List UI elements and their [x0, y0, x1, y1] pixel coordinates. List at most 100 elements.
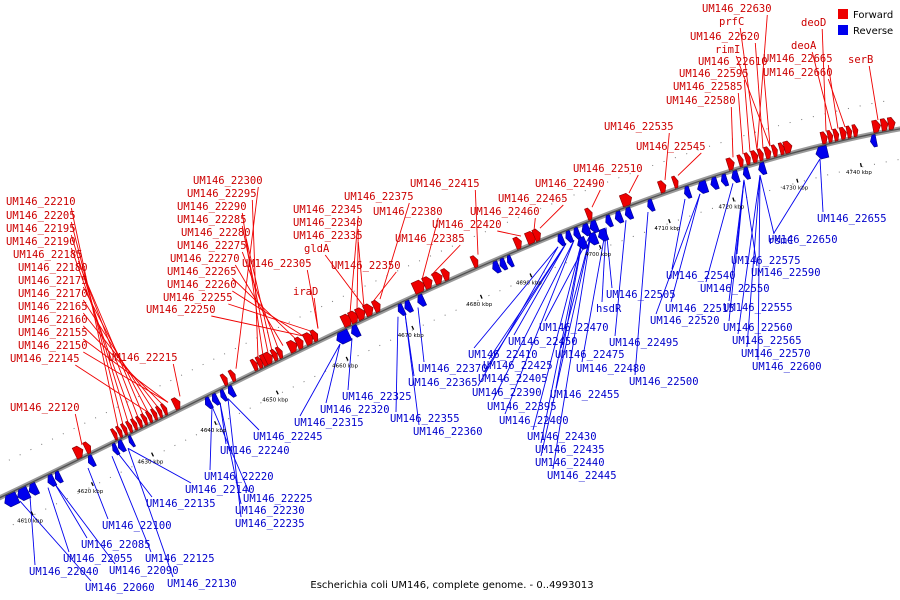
reverse-gene [28, 481, 41, 496]
forward-leader-line [232, 290, 304, 337]
forward-gene-label: UM146_22345 [293, 204, 363, 216]
reverse-gene-label: UM146_22550 [700, 283, 770, 295]
reverse-gene [204, 396, 214, 410]
scale-tick [796, 178, 799, 183]
reverse-gene [492, 260, 502, 274]
reverse-leader-line [325, 343, 341, 404]
scale-tick-label: 4740 kbp [846, 170, 872, 176]
reverse-leader-line [488, 243, 567, 360]
reverse-leader-line [477, 246, 559, 387]
reverse-gene [577, 236, 589, 250]
reverse-gene [111, 442, 121, 456]
forward-gene [370, 299, 381, 314]
forward-gene [671, 175, 679, 189]
reverse-gene-label: UM146_22130 [167, 578, 237, 590]
reverse-gene-label: UM146_22475 [555, 349, 625, 361]
forward-leader-line [539, 204, 564, 229]
forward-gene-label: UM146_22275 [177, 240, 247, 252]
forward-gene-label: UM146_22490 [535, 178, 605, 190]
legend: Forward Reverse [838, 9, 893, 37]
reverse-leader-line [347, 338, 353, 391]
forward-gene [826, 129, 834, 143]
scale-tick [859, 162, 863, 168]
forward-leader-line [735, 55, 771, 147]
forward-gene [129, 418, 139, 431]
forward-gene-label: UM146_22585 [673, 81, 743, 93]
reverse-gene-label: UM146_22445 [547, 470, 617, 482]
forward-leader-line [82, 299, 154, 411]
reverse-gene-label: UM146_22515 [665, 303, 735, 315]
forward-gene-label: UM146_22660 [763, 67, 833, 79]
reverse-gene-label: UM146_22655 [817, 213, 887, 225]
forward-gene-label: gldA [304, 243, 330, 255]
forward-gene [469, 255, 479, 269]
scale-tick [411, 325, 415, 330]
forward-leader-line [533, 217, 536, 231]
reverse-leader-line [670, 193, 701, 303]
reverse-gene [351, 324, 362, 338]
forward-gene-label: UM146_22580 [666, 95, 736, 107]
forward-gene-label: UM146_22290 [177, 201, 247, 213]
scale-tick-label: 4680 kbp [466, 302, 492, 308]
reverse-gene [227, 384, 237, 398]
forward-gene-label: UM146_22385 [395, 233, 465, 245]
forward-gene [262, 351, 273, 366]
scale-tick [732, 197, 735, 202]
reverse-gene-label: UM146_22560 [723, 322, 793, 334]
reverse-gene-label: UM146_22220 [204, 471, 274, 483]
forward-gene [144, 410, 154, 424]
forward-gene-label: UM146_22335 [293, 230, 363, 242]
reverse-gene-label: UM146_22360 [413, 426, 483, 438]
forward-gene [618, 192, 633, 208]
forward-leader-line [82, 312, 159, 408]
reverse-gene [710, 176, 720, 190]
scale-tick-label: 4690 kbp [516, 280, 542, 286]
reverse-gene [17, 485, 32, 502]
forward-gene-label: UM146_22120 [10, 402, 80, 414]
forward-gene [871, 119, 881, 134]
reverse-gene [557, 233, 567, 247]
reverse-leader-line [47, 487, 70, 553]
forward-leader-line [241, 225, 269, 353]
reverse-gene-label: UM146_22085 [81, 539, 151, 551]
reverse-leader-line [404, 313, 420, 426]
reverse-leader-line [227, 398, 260, 431]
reverse-gene-label: UM146_22555 [723, 302, 793, 314]
reverse-gene [742, 166, 752, 180]
forward-gene [743, 152, 751, 166]
forward-gene [149, 408, 159, 421]
reverse-gene [684, 185, 693, 199]
scale-tick-label: 4620 kbp [77, 489, 103, 495]
forward-gene [531, 228, 541, 242]
scale-ticks: 4610 kbp 4620 kbp 4630 kbp 4640 kbp 4650 kbp… [17, 162, 872, 524]
reverse-gene-label: UM146_22055 [63, 553, 133, 565]
forward-gene [756, 148, 764, 162]
forward-gene-label: UM146_22190 [6, 236, 76, 248]
forward-leader-line [737, 92, 744, 155]
forward-leader-line [245, 238, 273, 352]
forward-leader-line [591, 189, 601, 208]
legend-reverse-label: Reverse [853, 26, 893, 37]
forward-leader-line [83, 351, 169, 403]
reverse-leader-line [773, 158, 821, 234]
reverse-gene [720, 173, 730, 187]
forward-gene [851, 124, 859, 138]
forward-leader-line [497, 230, 522, 237]
reverse-gene-label: UM146_22450 [508, 336, 578, 348]
reverse-leader-line [54, 483, 116, 565]
reverse-gene-label: UM146_22125 [145, 553, 215, 565]
reverse-leader-line [473, 246, 559, 349]
forward-gene-label: iraD [293, 286, 318, 298]
forward-gene [71, 445, 84, 460]
forward-gene [512, 236, 522, 250]
reverse-gene [614, 210, 625, 224]
reverse-leader-line [127, 447, 192, 484]
forward-leader-line [231, 277, 297, 340]
reverse-gene [417, 293, 427, 307]
forward-gene [139, 413, 149, 426]
reverse-gene-label: UM146_22400 [499, 415, 569, 427]
forward-gene-label: UM146_22380 [373, 206, 443, 218]
forward-gene [159, 403, 169, 416]
forward-leader-line [235, 186, 259, 369]
